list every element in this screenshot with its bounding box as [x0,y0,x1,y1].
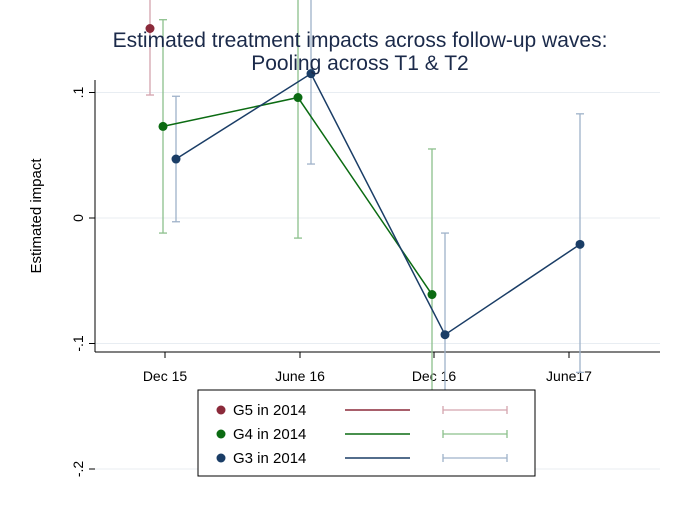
y-ticks: .2.10-.1-.2 [70,86,95,478]
series-line-g3-in-2014 [175,72,581,336]
point-g4-in-2014 [158,121,168,131]
point-g5-in-2014 [145,23,155,33]
legend-marker-g4-in-2014 [216,429,226,439]
legend-box [197,389,536,477]
legend-label-g5-in-2014: G5 in 2014 [233,402,306,419]
y-tick-label: -.2 [70,461,86,478]
x-tick-label: June 16 [275,368,325,384]
series-points [145,23,585,340]
y-axis-label: Estimated impact [28,158,45,274]
legend-entries: G5 in 2014 G4 in 2014 G3 in 2014 [216,402,508,467]
chart-title: Estimated treatment impacts across follo… [113,29,608,52]
point-g3-in-2014 [306,69,316,79]
legend-label-g3-in-2014: G3 in 2014 [233,450,306,467]
point-g4-in-2014 [427,290,437,300]
x-tick-label: June17 [546,368,592,384]
legend-label-g4-in-2014: G4 in 2014 [233,426,306,443]
legend: G5 in 2014 G4 in 2014 G3 in 2014 [197,389,536,477]
point-g3-in-2014 [440,330,450,340]
legend-marker-g3-in-2014 [216,453,226,463]
point-g4-in-2014 [293,93,303,103]
legend-marker-g5-in-2014 [216,405,226,415]
point-g3-in-2014 [171,154,181,164]
point-g3-in-2014 [575,239,585,249]
x-tick-label: Dec 15 [143,368,188,384]
chart-subtitle: Pooling across T1 & T2 [251,52,469,75]
y-tick-label: -.1 [70,335,86,352]
y-tick-label: 0 [70,214,86,222]
x-tick-label: Dec 16 [412,368,457,384]
y-tick-label: .1 [70,86,86,98]
